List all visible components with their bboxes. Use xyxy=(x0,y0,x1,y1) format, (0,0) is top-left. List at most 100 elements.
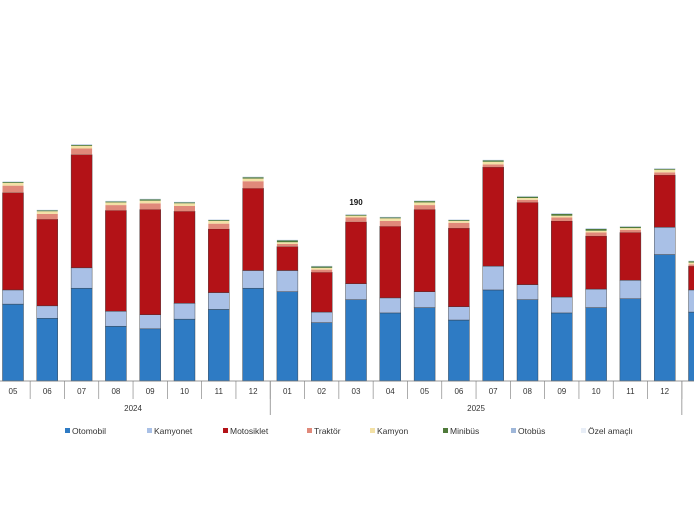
bar-stack xyxy=(688,260,694,382)
bar-segment-kamyon xyxy=(551,215,573,218)
bar-stack xyxy=(413,200,436,382)
bar-segment-minibüs xyxy=(345,214,367,216)
bar-segment-kamyonet xyxy=(173,303,196,320)
bar-segment-kamyon xyxy=(208,220,230,224)
bar-segment-kamyonet xyxy=(242,270,264,289)
x-tick-label: 05 xyxy=(420,387,429,396)
bar-segment-kamyon xyxy=(105,202,127,206)
x-tick-label: 04 xyxy=(386,387,395,396)
bar-segment-otomobil xyxy=(551,312,573,382)
bar-segment-otomobil xyxy=(36,318,58,382)
bar-segment-traktör xyxy=(105,205,127,211)
bar-segment-traktör xyxy=(174,205,195,212)
bar-segment-motosiklet xyxy=(173,211,196,304)
bar-segment-kamyonet xyxy=(654,226,676,255)
bar-segment-minibüs xyxy=(414,201,436,203)
x-tick-label: 02 xyxy=(317,387,326,396)
bar-segment-traktör xyxy=(654,172,676,176)
bar-segment-traktör xyxy=(619,229,641,233)
bar-segment-kamyonet xyxy=(688,289,694,313)
bar-segment-traktör xyxy=(36,213,58,220)
x-tick-label: 11 xyxy=(626,387,635,396)
bars xyxy=(2,144,694,382)
bar-segment-minibüs xyxy=(448,220,470,221)
bar-stack xyxy=(345,213,367,382)
bar-segment-kamyon xyxy=(379,218,401,221)
legend-swatch xyxy=(307,428,312,433)
bar-stack xyxy=(654,167,676,382)
x-tick-label: 05 xyxy=(9,387,18,396)
bar-segment-motosiklet xyxy=(654,174,676,228)
bar-segment-kamyon xyxy=(2,182,24,186)
bar-segment-otomobil xyxy=(619,298,642,382)
bar-segment-motosiklet xyxy=(688,265,694,291)
bar-segment-traktör xyxy=(2,185,24,193)
bar-segment-minibüs xyxy=(242,177,264,179)
bar-stack xyxy=(516,195,539,382)
bar-segment-traktör xyxy=(379,220,401,227)
bar-segment-kamyon xyxy=(448,220,470,223)
bar-segment-kamyonet xyxy=(276,270,299,292)
bar-segment-kamyonet xyxy=(413,291,436,308)
bar-segment-otomobil xyxy=(482,289,504,382)
bar-segment-kamyon xyxy=(414,202,436,206)
bar-segment-minibüs xyxy=(208,220,230,221)
bar-segment-kamyon xyxy=(585,230,607,233)
legend-item: Otomobil xyxy=(65,426,106,436)
bar-segment-motosiklet xyxy=(516,202,539,285)
bar-segment-kamyonet xyxy=(448,306,470,321)
year-label: 2024 xyxy=(124,404,142,413)
legend-label: Motosiklet xyxy=(230,426,269,436)
bar-segment-traktör xyxy=(482,164,504,168)
bar-segment-minibüs xyxy=(105,201,127,203)
legend-label: Otobüs xyxy=(518,426,545,436)
bar-segment-traktör xyxy=(585,232,607,237)
bar-segment-traktör xyxy=(517,199,538,203)
bar-stack xyxy=(70,144,93,382)
bar-segment-kamyonet xyxy=(585,288,607,308)
bar-segment-otomobil xyxy=(242,287,264,382)
bar-segment-kamyon xyxy=(36,211,58,214)
bar-segment-motosiklet xyxy=(36,219,58,307)
legend-label: Özel amaçlı xyxy=(588,426,633,436)
x-axis: 05 06 07 08 09 10 11 12 01 02 03 04 05 06 07 08 09 10 11 12… xyxy=(0,380,694,415)
bar-segment-kamyonet xyxy=(139,314,161,330)
bar-segment-motosiklet xyxy=(619,232,642,281)
bar-segment-motosiklet xyxy=(585,235,607,290)
bar-segment-otomobil xyxy=(654,254,676,382)
bar-segment-kamyonet xyxy=(482,265,504,291)
bar-segment-traktör xyxy=(688,264,694,267)
bar-segment-minibüs xyxy=(517,196,538,199)
legend-item: Kamyonet xyxy=(147,426,193,436)
bar-segment-minibüs xyxy=(379,217,401,219)
x-tick-label: 08 xyxy=(111,387,120,396)
bar-segment-kamyon xyxy=(242,178,264,182)
x-tick-label: 01 xyxy=(283,387,292,396)
x-tick-label: 03 xyxy=(352,387,361,396)
bar-segment-otomobil xyxy=(516,299,539,382)
x-tick-label: 09 xyxy=(146,387,155,396)
x-tick-label: 10 xyxy=(592,387,601,396)
legend-item: Traktör xyxy=(307,426,341,436)
bar-stack xyxy=(619,225,642,382)
x-tick-label: 06 xyxy=(454,387,463,396)
bar-segment-minibüs xyxy=(654,168,676,170)
bar-segment-minibüs xyxy=(36,210,58,212)
bar-segment-otomobil xyxy=(105,325,127,382)
bar-stack xyxy=(482,159,504,382)
bar-segment-otomobil xyxy=(139,328,161,382)
legend-swatch xyxy=(370,428,375,433)
legend-item: Otobüs xyxy=(511,426,545,436)
bar-segment-kamyon xyxy=(311,267,333,270)
legend-label: Traktör xyxy=(314,426,341,436)
bar-segment-kamyonet xyxy=(311,311,333,323)
legend-label: Kamyonet xyxy=(154,426,193,436)
bar-segment-kamyonet xyxy=(36,305,58,319)
bar-segment-motosiklet xyxy=(208,228,230,293)
bar-segment-kamyonet xyxy=(379,297,401,314)
bar-stack xyxy=(448,219,470,382)
legend: Otomobil Kamyonet Motosiklet Traktör Kamyon M… xyxy=(65,426,633,436)
bar-segment-traktör xyxy=(139,203,161,210)
legend-item: Özel amaçlı xyxy=(581,426,633,436)
bar-segment-minibüs xyxy=(482,160,504,162)
